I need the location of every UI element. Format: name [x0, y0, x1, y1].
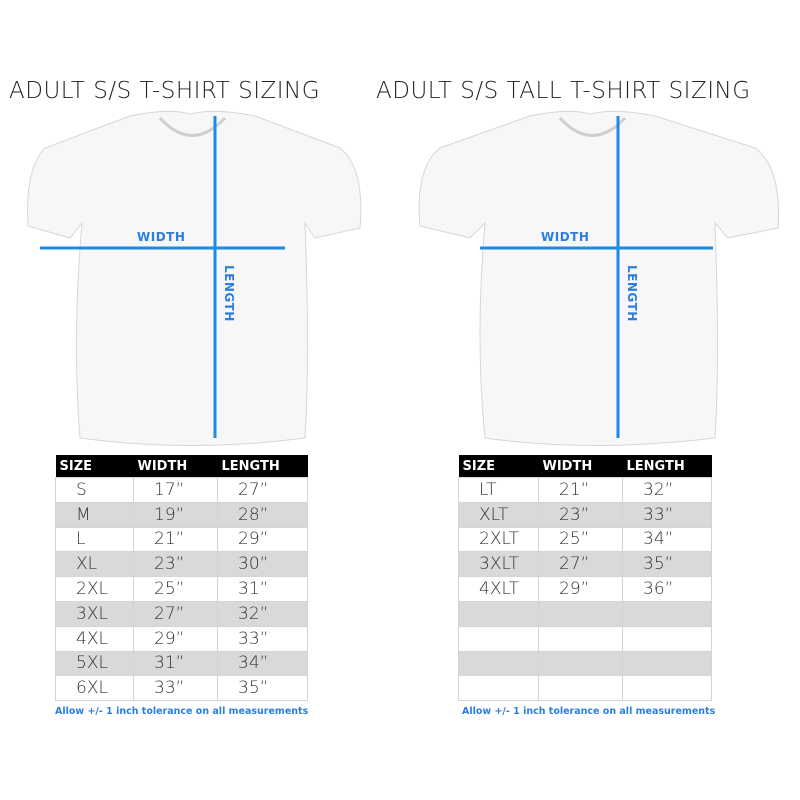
- title-right: ADULT S/S TALL T-SHIRT SIZING: [376, 78, 751, 104]
- width-cell: 25”: [133, 576, 218, 602]
- length-cell: [622, 675, 712, 702]
- table-row: [458, 625, 712, 652]
- size-cell: S: [55, 477, 134, 503]
- size-cell: [458, 675, 539, 702]
- length-cell: 35”: [217, 675, 308, 702]
- length-cell: 34”: [622, 526, 712, 553]
- title-left: ADULT S/S T-SHIRT SIZING: [9, 78, 321, 104]
- size-cell: 5XL: [55, 650, 134, 677]
- width-cell: [538, 650, 623, 677]
- table-row: 6XL 33” 35”: [55, 675, 308, 702]
- size-cell: L: [55, 526, 134, 553]
- table-row: XL 23” 30”: [55, 551, 308, 578]
- size-cell: LT: [458, 477, 539, 503]
- header-length: LENGTH: [217, 455, 308, 478]
- table-row: 4XLT 29” 36”: [458, 576, 712, 602]
- size-cell: 6XL: [55, 675, 134, 702]
- width-cell: 21”: [133, 526, 218, 553]
- header-size: SIZE: [55, 455, 134, 478]
- width-cell: 29”: [538, 576, 623, 602]
- size-cell: [458, 600, 539, 627]
- size-cell: 4XL: [55, 625, 134, 652]
- width-cell: 27”: [538, 551, 623, 578]
- length-label-right: LENGTH: [625, 265, 639, 322]
- length-cell: [622, 600, 712, 627]
- width-cell: 19”: [133, 501, 218, 528]
- length-cell: 30”: [217, 551, 308, 578]
- width-label-right: WIDTH: [541, 230, 590, 244]
- header-width: WIDTH: [538, 455, 623, 478]
- size-cell: 3XLT: [458, 551, 539, 578]
- length-cell: [622, 650, 712, 677]
- table-row: LT 21” 32”: [458, 477, 712, 503]
- table-row: [458, 675, 712, 702]
- width-cell: 29”: [133, 625, 218, 652]
- size-cell: XLT: [458, 501, 539, 528]
- length-cell: 29”: [217, 526, 308, 553]
- size-cell: [458, 650, 539, 677]
- table-row: S 17” 27”: [55, 477, 308, 503]
- width-cell: 33”: [133, 675, 218, 702]
- length-cell: 36”: [622, 576, 712, 602]
- width-label-left: WIDTH: [137, 230, 186, 244]
- length-cell: 34”: [217, 650, 308, 677]
- table-row: L 21” 29”: [55, 526, 308, 553]
- width-cell: 23”: [133, 551, 218, 578]
- tshirt-image-right: [418, 110, 779, 446]
- length-cell: 33”: [217, 625, 308, 652]
- width-cell: 27”: [133, 600, 218, 627]
- table-row: 5XL 31” 34”: [55, 650, 308, 677]
- size-table-right: SIZE WIDTH LENGTH LT 21” 32” XLT 23” 33” 2XLT 2…: [458, 455, 712, 702]
- width-cell: 31”: [133, 650, 218, 677]
- length-cell: 31”: [217, 576, 308, 602]
- size-cell: 2XL: [55, 576, 134, 602]
- header-length: LENGTH: [622, 455, 712, 478]
- tolerance-note-left: Allow +/- 1 inch tolerance on all measur…: [55, 706, 309, 717]
- length-cell: [622, 625, 712, 652]
- table-row: XLT 23” 33”: [458, 501, 712, 528]
- length-cell: 33”: [622, 501, 712, 528]
- table-row: 3XLT 27” 35”: [458, 551, 712, 578]
- header-width: WIDTH: [133, 455, 218, 478]
- length-cell: 27”: [217, 477, 308, 503]
- width-cell: 17”: [133, 477, 218, 503]
- table-row: 4XL 29” 33”: [55, 625, 308, 652]
- length-cell: 35”: [622, 551, 712, 578]
- width-cell: [538, 625, 623, 652]
- table-row: 3XL 27” 32”: [55, 600, 308, 627]
- size-cell: M: [55, 501, 134, 528]
- size-cell: XL: [55, 551, 134, 578]
- table-row: [458, 600, 712, 627]
- size-table-left: SIZE WIDTH LENGTH S 17” 27” M 19” 28” L 21” 29” X…: [55, 455, 308, 702]
- size-cell: [458, 625, 539, 652]
- size-cell: 4XLT: [458, 576, 539, 602]
- width-cell: [538, 675, 623, 702]
- table-row: 2XLT 25” 34”: [458, 526, 712, 553]
- length-cell: 28”: [217, 501, 308, 528]
- header-size: SIZE: [458, 455, 539, 478]
- length-label-left: LENGTH: [222, 265, 236, 322]
- width-cell: 25”: [538, 526, 623, 553]
- tolerance-note-right: Allow +/- 1 inch tolerance on all measur…: [462, 706, 716, 717]
- width-cell: 23”: [538, 501, 623, 528]
- size-cell: 3XL: [55, 600, 134, 627]
- length-cell: 32”: [217, 600, 308, 627]
- table-row: [458, 650, 712, 677]
- tshirt-image-left: [27, 110, 362, 446]
- width-cell: 21”: [538, 477, 623, 503]
- length-cell: 32”: [622, 477, 712, 503]
- table-row: 2XL 25” 31”: [55, 576, 308, 602]
- table-row: M 19” 28”: [55, 501, 308, 528]
- size-cell: 2XLT: [458, 526, 539, 553]
- width-cell: [538, 600, 623, 627]
